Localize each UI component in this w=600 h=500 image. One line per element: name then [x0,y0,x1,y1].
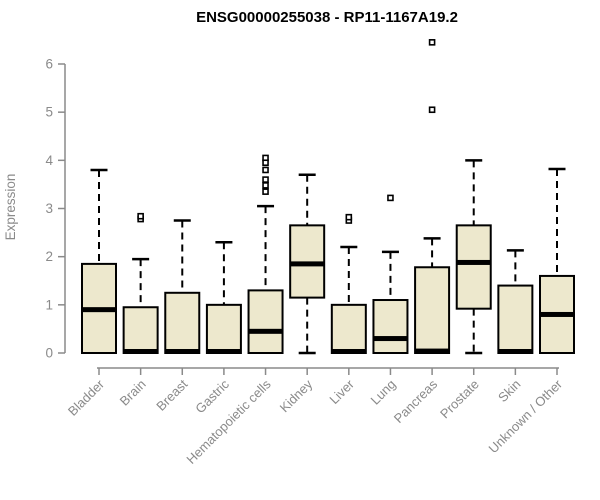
x-tick-label-liver: Liver [326,376,357,407]
outlier-lung [387,194,394,202]
outlier-hematopoietic-cells [262,176,269,183]
y-tick-label: 5 [45,105,53,120]
outlier-hematopoietic-cells [262,166,269,174]
median-skin [498,349,533,354]
outlier-hematopoietic-cells [262,188,269,195]
median-hematopoietic-cells [248,328,283,334]
x-tick-label-pancreas: Pancreas [391,376,441,426]
x-tick-label-gastric: Gastric [192,376,232,416]
outlier-hematopoietic-cells [262,182,269,189]
x-tick-label-bladder: Bladder [65,376,108,419]
y-tick-label: 4 [45,153,53,168]
x-tick-label-breast: Breast [153,376,190,413]
median-bladder [82,307,116,313]
y-tick-label: 3 [45,201,53,216]
x-tick-label-skin: Skin [495,377,523,405]
median-liver [331,349,366,354]
median-gastric [206,349,241,354]
y-tick-label: 2 [45,249,53,264]
outlier-liver [345,213,353,221]
y-tick-label: 1 [45,297,53,312]
median-pancreas [415,348,450,354]
box-pancreas [414,266,451,354]
x-tick-label-prostate: Prostate [437,377,482,422]
median-kidney [290,261,325,267]
y-tick-label: 0 [45,346,53,361]
median-prostate [456,259,491,265]
x-tick-label-kidney: Kidney [277,376,316,415]
box-prostate [455,224,492,310]
chart-title: ENSG00000255038 - RP11-1167A19.2 [196,9,458,26]
box-hematopoietic-cells [247,289,284,354]
box-lung [372,299,409,354]
outlier-hematopoietic-cells [262,159,269,167]
box-brain [122,306,159,355]
box-breast [164,291,201,354]
median-breast [165,349,200,354]
outlier-pancreas [428,106,436,114]
outlier-brain [137,212,144,220]
median-unknown-other [540,311,574,317]
box-gastric [205,303,242,355]
y-axis-label: Expression [3,174,18,241]
median-brain [123,349,158,354]
outlier-pancreas [428,39,436,46]
box-skin [497,284,534,355]
x-tick-label-unknown-other: Unknown / Other [486,376,566,456]
box-liver [330,303,367,355]
y-tick-label: 6 [45,57,53,72]
x-tick-label-brain: Brain [117,377,149,409]
median-lung [373,336,408,342]
x-tick-label-lung: Lung [368,377,399,408]
